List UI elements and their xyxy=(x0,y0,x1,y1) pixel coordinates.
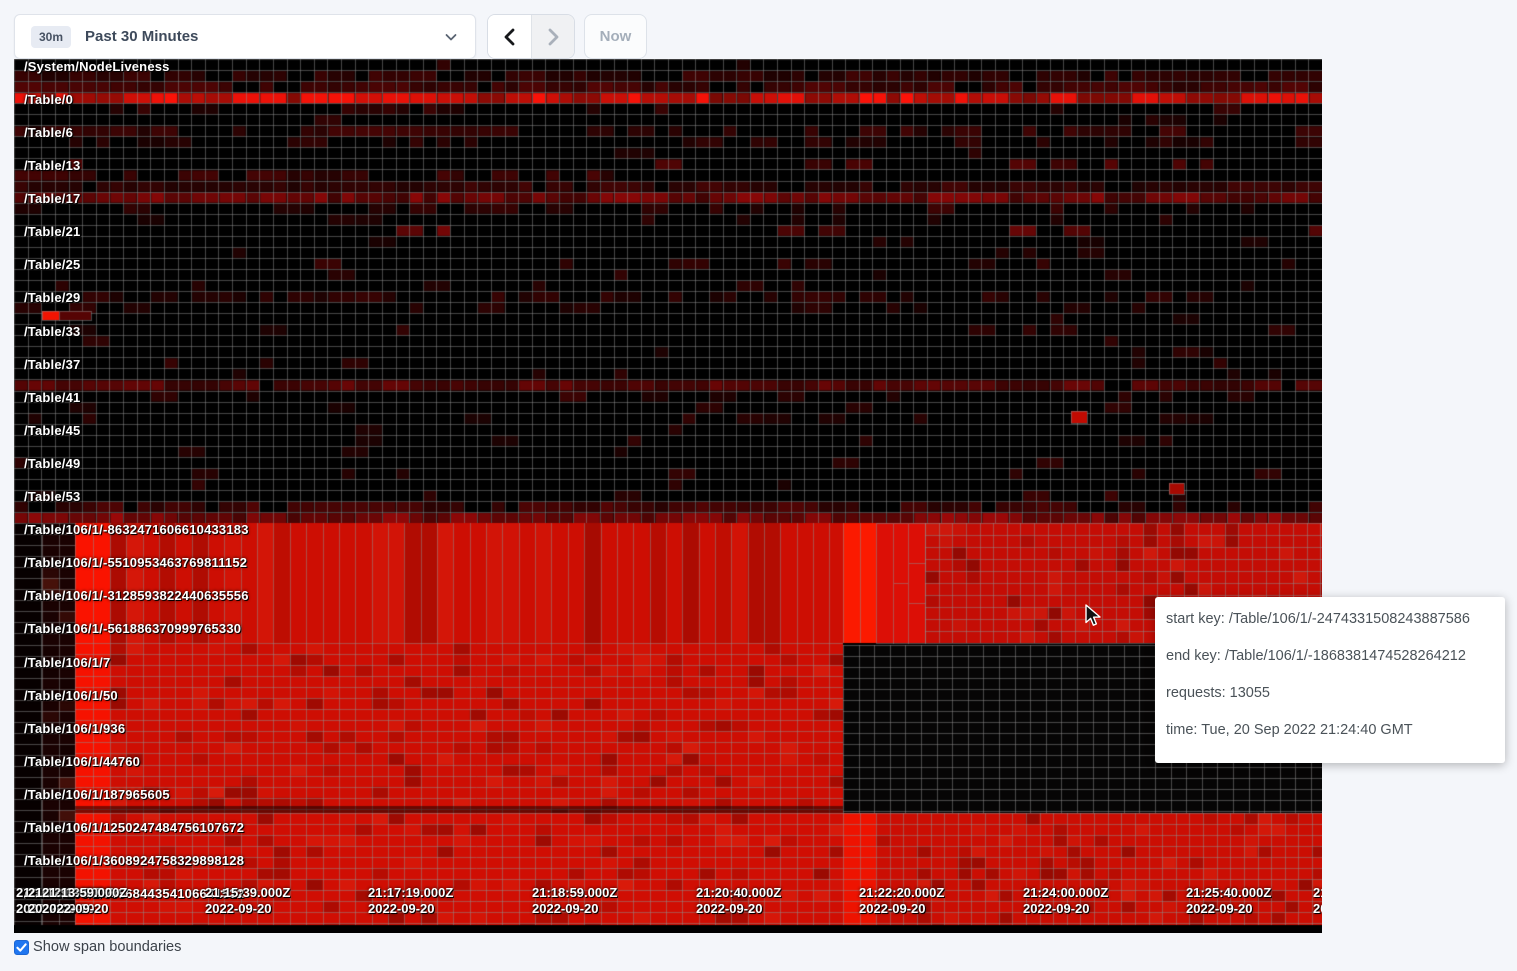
key-visualizer: /System/NodeLiveness/Table/0/Table/6/Tab… xyxy=(14,59,1322,933)
hover-tooltip: start key: /Table/106/1/-247433150824388… xyxy=(1155,597,1505,763)
chevron-right-icon xyxy=(548,28,559,45)
tooltip-line: start key: /Table/106/1/-247433150824388… xyxy=(1166,611,1470,627)
chevron-left-icon xyxy=(504,28,514,45)
prev-time-button[interactable] xyxy=(488,15,531,58)
footer-controls: Show span boundaries xyxy=(14,939,181,955)
now-button[interactable]: Now xyxy=(584,14,647,59)
tooltip-line: time: Tue, 20 Sep 2022 21:24:40 GMT xyxy=(1166,722,1413,738)
next-time-button[interactable] xyxy=(531,15,574,58)
chevron-down-icon xyxy=(445,33,457,40)
time-nav-button-group xyxy=(487,14,575,59)
tooltip-line: requests: 13055 xyxy=(1166,685,1270,701)
show-span-boundaries-label: Show span boundaries xyxy=(33,939,182,955)
time-range-dropdown[interactable]: 30m Past 30 Minutes xyxy=(14,14,476,59)
time-range-badge: 30m xyxy=(31,25,72,48)
key-visualizer-canvas[interactable] xyxy=(14,59,1322,933)
tooltip-line: end key: /Table/106/1/-18683814745282642… xyxy=(1166,648,1466,664)
show-span-boundaries-checkbox[interactable] xyxy=(14,939,29,955)
time-range-label: Past 30 Minutes xyxy=(85,28,199,45)
